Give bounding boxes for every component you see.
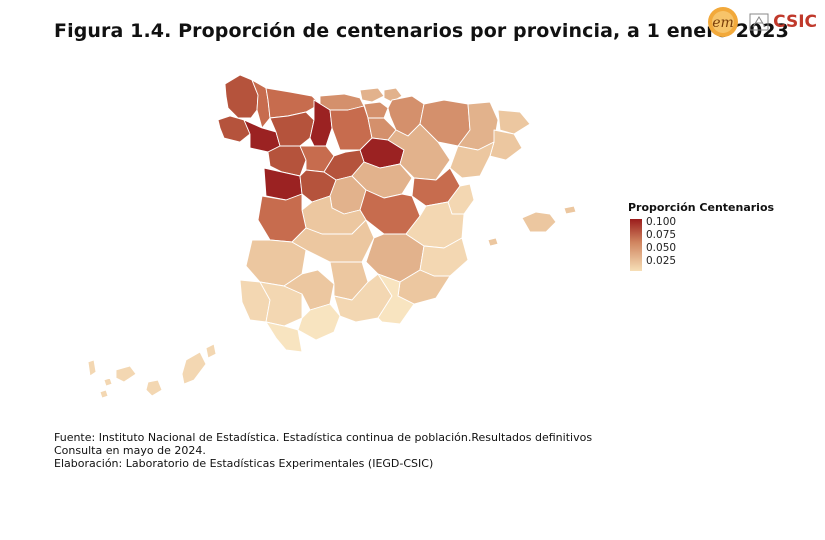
logos: em CSIC	[706, 4, 817, 40]
province-burgos	[329, 105, 373, 151]
province-tarragona	[449, 141, 495, 179]
figure-title: Figura 1.4. Proporción de centenarios po…	[54, 20, 789, 42]
legend-color-bar	[630, 219, 642, 271]
source-note-line: Fuente: Instituto Nacional de Estadístic…	[54, 431, 593, 444]
em-logo-icon: em	[708, 7, 739, 37]
legend-tick-label: 0.025	[646, 255, 677, 267]
province-a-coruna	[224, 74, 259, 119]
source-note-line: Elaboración: Laboratorio de Estadísticas…	[54, 457, 434, 470]
province-las-palmas-fuerteventura	[181, 351, 207, 385]
province-malaga	[297, 303, 341, 341]
province-valencia	[405, 201, 465, 249]
province-ciudad-real	[291, 219, 375, 263]
csic-emblem-icon	[749, 13, 769, 31]
province-almeria	[377, 273, 415, 325]
legend-body: 0.100 0.075 0.050 0.025	[628, 216, 774, 271]
province-barcelona	[489, 129, 523, 161]
source-notes: Fuente: Instituto Nacional de Estadístic…	[54, 431, 592, 470]
province-illes-balears-menorca	[563, 205, 577, 215]
province-las-palmas-lanzarote	[205, 343, 217, 359]
province-las-palmas-gran-canaria	[145, 379, 163, 397]
province-santa-cruz-tenerife-la-palma	[87, 359, 97, 377]
legend-title: Proporción Centenarios	[628, 201, 775, 214]
csic-logo: CSIC	[748, 11, 817, 33]
legend: Proporción Centenarios 0.100 0.075 0.050…	[628, 201, 774, 271]
province-asturias	[265, 87, 321, 119]
legend-tick-label: 0.075	[646, 229, 677, 241]
province-illes-balears-ibiza	[487, 237, 499, 247]
province-cadiz	[265, 321, 303, 353]
province-santa-cruz-tenerife-tenerife	[115, 365, 137, 383]
province-illes-balears-mallorca	[521, 211, 557, 233]
source-note-line: Consulta en mayo de 2024.	[54, 444, 206, 457]
province-bizkaia	[359, 87, 385, 103]
province-santa-cruz-tenerife-la-gomera	[103, 377, 113, 387]
legend-tick-label: 0.100	[646, 216, 677, 228]
csic-logo-text: CSIC	[773, 12, 817, 32]
province-girona	[497, 109, 531, 135]
legend-tick-label: 0.050	[646, 242, 677, 254]
province-pontevedra	[217, 115, 251, 143]
province-santa-cruz-tenerife-el-hierro	[99, 389, 109, 399]
province-cordoba	[283, 269, 335, 311]
province-zamora	[267, 145, 307, 177]
svg-text:em: em	[712, 15, 734, 31]
